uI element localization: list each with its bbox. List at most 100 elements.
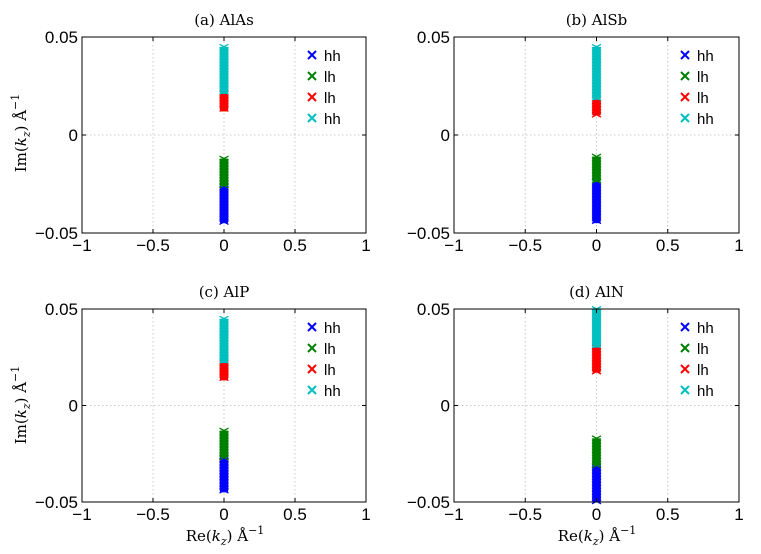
y-tick-label: −0.05: [35, 493, 78, 512]
legend-label: hh: [697, 383, 714, 400]
legend-entry: lh: [680, 69, 709, 86]
legend-marker: [307, 364, 317, 374]
x-tick-label: −0.5: [508, 236, 542, 255]
legend-entry: hh: [307, 48, 341, 65]
legend-label: hh: [324, 320, 341, 337]
data-point: [591, 177, 602, 184]
legend-entry: hh: [680, 48, 714, 65]
data-point: [591, 341, 602, 349]
legend-entry: lh: [307, 69, 336, 86]
x-tick-label: −1: [72, 505, 91, 524]
legend-marker: [307, 92, 317, 102]
x-tick-label: 0.5: [656, 505, 680, 524]
y-tick-label: 0: [69, 397, 78, 416]
chart-panel: (a) AlAs −1 −0.5 0 0.5 1 0.05 0 −0.05 hh lh lh hh: [35, 11, 371, 255]
chart-title: (d) AlN: [569, 283, 624, 301]
series-lh: [591, 153, 602, 184]
x-tick-label: −1: [72, 236, 91, 255]
svg-text:Re(kz) Å−1: Re(kz) Å−1: [186, 524, 265, 548]
chart-panel: (d) AlN −1 −0.5 0 0.5 1 0.05 0 −0.05 hh lh lh hh: [407, 283, 744, 524]
y-tick-label: −0.05: [407, 493, 450, 512]
legend-entry: lh: [680, 90, 709, 107]
series-hh: [591, 43, 602, 101]
chart-title: (c) AlP: [199, 283, 250, 301]
x-tick-label: −0.5: [136, 236, 170, 255]
legend-marker: [680, 343, 690, 353]
legend-marker: [307, 113, 317, 123]
x-tick-label: −0.5: [508, 505, 542, 524]
chart-title: (b) AlSb: [566, 11, 628, 29]
data-point: [591, 217, 602, 225]
x-tick-label: 0.5: [283, 236, 307, 255]
series-lh: [591, 344, 602, 375]
legend-entry: lh: [680, 341, 709, 358]
x-axis-label-left: Re(kz) Å−1: [186, 524, 265, 548]
legend-label: hh: [697, 48, 714, 65]
x-tick-label: 0.5: [283, 505, 307, 524]
series-lh: [219, 90, 229, 112]
legend-label: hh: [697, 111, 714, 128]
data-band: [220, 158, 228, 186]
chart-panel: (b) AlSb −1 −0.5 0 0.5 1 0.05 0 −0.05 hh lh lh hh: [407, 11, 744, 255]
legend-label: lh: [697, 90, 709, 107]
series-lh: [219, 427, 229, 461]
data-point: [219, 105, 229, 112]
legend-marker: [680, 50, 690, 60]
svg-text:Im(kz) Å−1: Im(kz) Å−1: [9, 366, 33, 445]
data-band: [592, 438, 601, 466]
x-tick-label: 1: [361, 505, 370, 524]
legend-marker: [680, 71, 690, 81]
legend-entry: hh: [680, 383, 714, 400]
legend-label: lh: [324, 69, 336, 86]
series-hh: [219, 182, 229, 226]
legend-entry: hh: [307, 111, 341, 128]
legend-label: lh: [697, 362, 709, 379]
legend-label: hh: [324, 383, 341, 400]
legend-marker: [680, 113, 690, 123]
x-tick-label: 0: [219, 236, 228, 255]
y-tick-label: 0.05: [45, 300, 78, 319]
legend-entry: lh: [307, 90, 336, 107]
series-hh: [219, 43, 229, 95]
data-band: [220, 430, 228, 458]
y-axis-label-bottom: Im(kz) Å−1: [9, 366, 33, 445]
series-hh: [591, 178, 602, 225]
svg-text:Im(kz) Å−1: Im(kz) Å−1: [9, 94, 33, 173]
data-point: [591, 111, 602, 118]
y-tick-label: 0.05: [417, 300, 450, 319]
legend-entry: hh: [307, 383, 341, 400]
series-hh: [219, 315, 229, 364]
x-tick-label: −1: [444, 505, 463, 524]
legend-marker: [680, 364, 690, 374]
legend-entry: lh: [680, 362, 709, 379]
x-tick-label: 1: [361, 236, 370, 255]
y-tick-label: 0: [441, 126, 450, 145]
data-point: [219, 374, 229, 382]
legend-entry: lh: [307, 341, 336, 358]
y-tick-label: 0.05: [45, 28, 78, 47]
legend-label: lh: [324, 341, 336, 358]
data-point: [591, 368, 602, 375]
legend-label: hh: [324, 48, 341, 65]
legend-marker: [307, 343, 317, 353]
legend-entry: hh: [680, 320, 714, 337]
svg-text:Re(kz) Å−1: Re(kz) Å−1: [558, 524, 637, 548]
legend-marker: [307, 50, 317, 60]
x-tick-label: −1: [444, 236, 463, 255]
legend-marker: [307, 71, 317, 81]
y-tick-label: −0.05: [35, 224, 78, 243]
y-axis-label-top: Im(kz) Å−1: [9, 94, 33, 173]
data-point: [219, 218, 229, 226]
data-point: [219, 182, 229, 189]
chart-title: (a) AlAs: [194, 11, 254, 29]
data-point: [219, 454, 229, 461]
legend-label: lh: [697, 341, 709, 358]
data-point: [219, 357, 229, 364]
x-axis-label-right: Re(kz) Å−1: [558, 524, 637, 548]
legend-label: lh: [324, 90, 336, 107]
x-tick-label: 0: [592, 236, 601, 255]
series-hh: [219, 454, 229, 494]
x-tick-label: 0: [219, 505, 228, 524]
series-hh: [591, 305, 602, 349]
legend-label: hh: [697, 320, 714, 337]
